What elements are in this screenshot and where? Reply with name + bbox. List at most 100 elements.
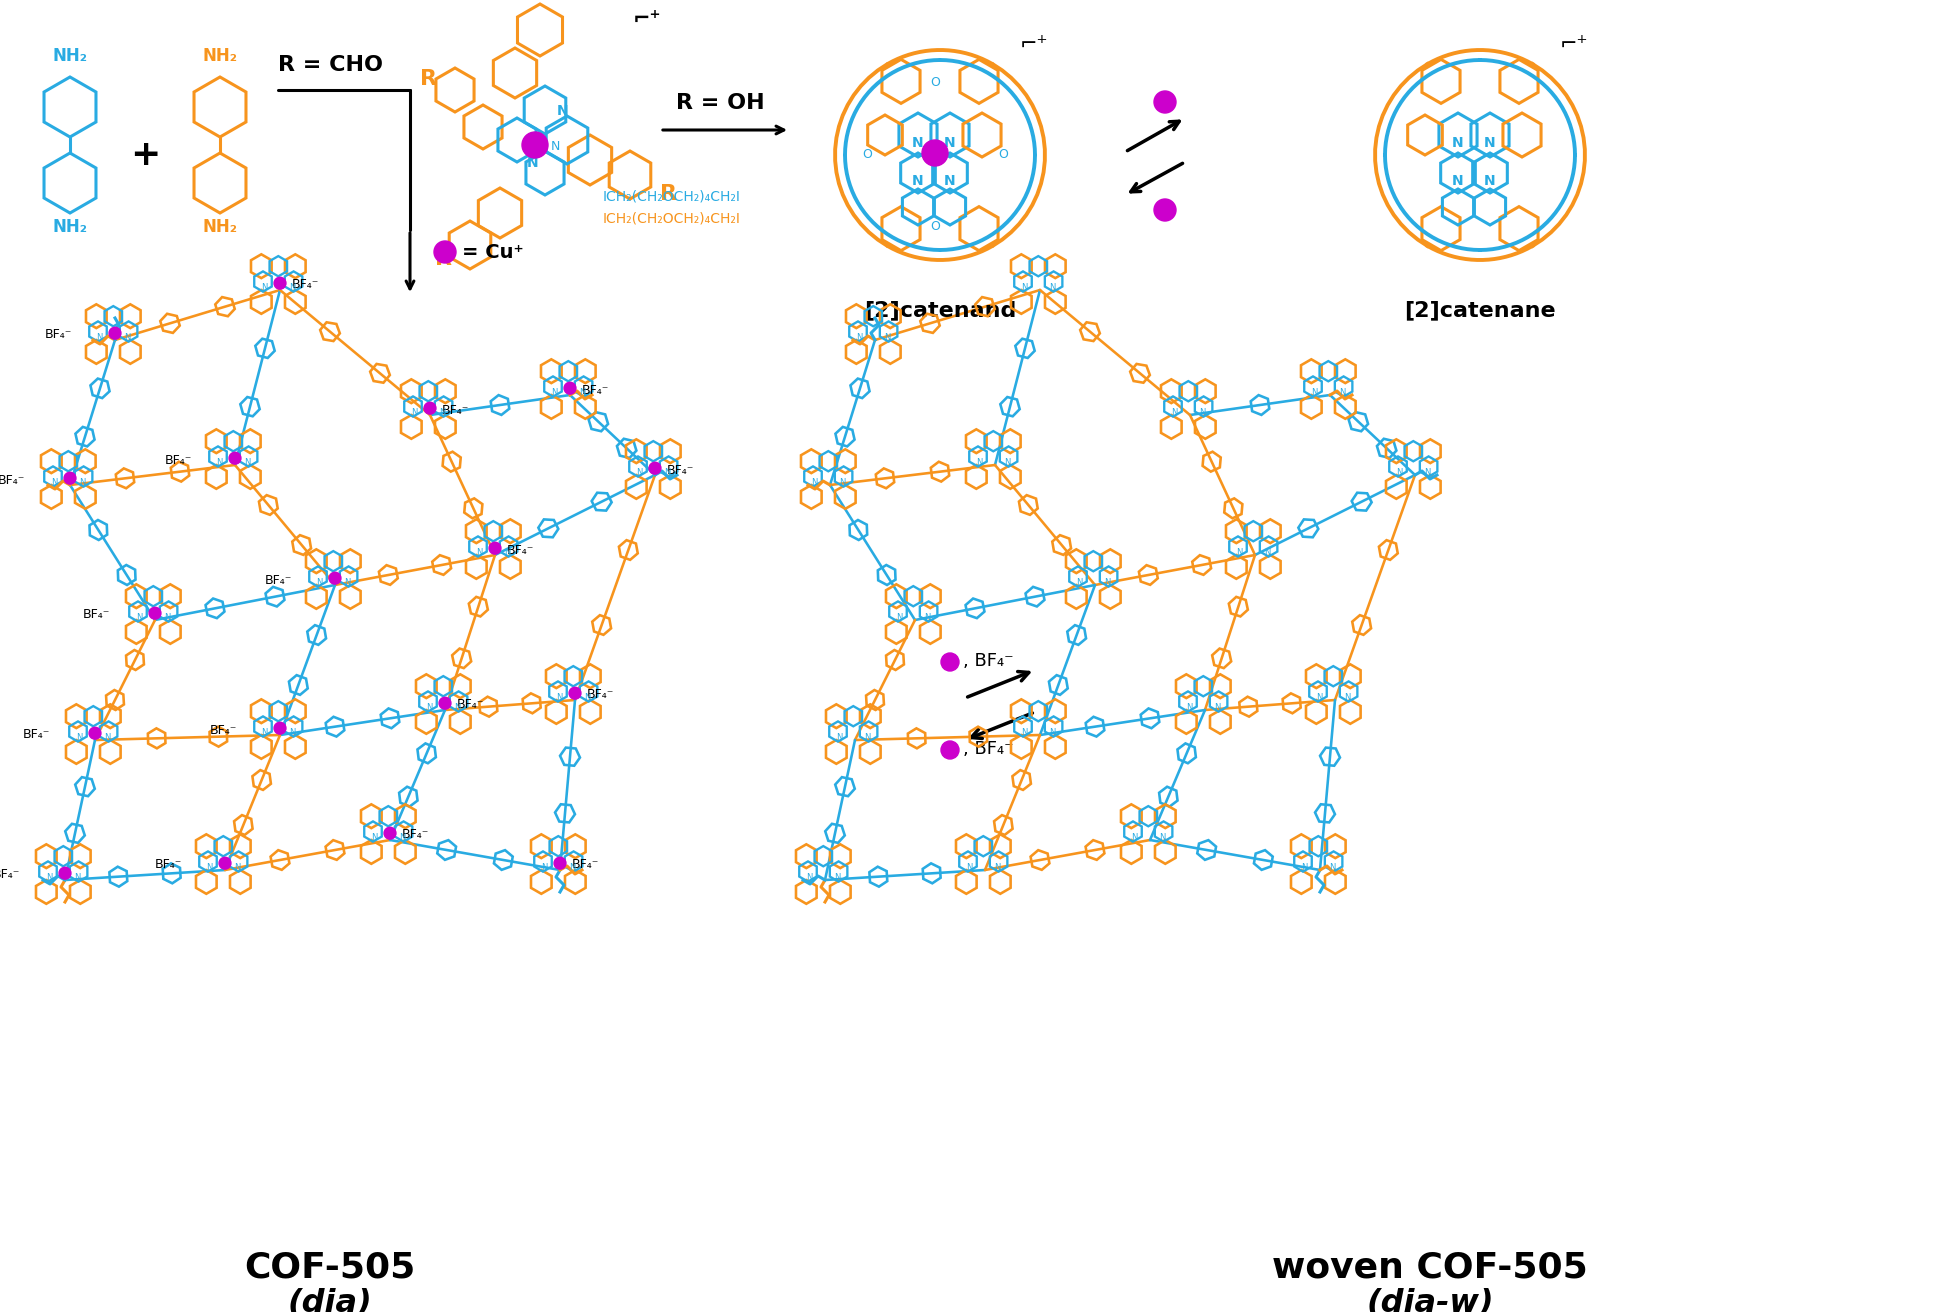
Text: N: N <box>164 613 170 622</box>
Circle shape <box>433 241 457 262</box>
Text: R: R <box>659 184 677 203</box>
Text: N: N <box>993 863 1001 872</box>
Text: R = OH: R = OH <box>675 93 765 113</box>
Text: N: N <box>583 693 589 702</box>
Text: N: N <box>289 283 295 293</box>
Text: N: N <box>1171 408 1178 417</box>
Text: N: N <box>455 703 460 712</box>
Text: N: N <box>837 733 843 743</box>
Text: N: N <box>1338 388 1344 398</box>
Text: BF₄⁻: BF₄⁻ <box>265 573 293 586</box>
Text: = Cu⁺: = Cu⁺ <box>462 243 523 261</box>
Text: NH₂: NH₂ <box>203 47 238 66</box>
Text: N: N <box>1022 283 1028 293</box>
Text: N: N <box>1050 728 1055 737</box>
Text: N: N <box>1198 408 1206 417</box>
Text: N: N <box>1317 693 1323 702</box>
Circle shape <box>554 857 566 869</box>
Text: N: N <box>1003 458 1011 467</box>
Text: N: N <box>1301 863 1307 872</box>
Text: BF₄⁻: BF₄⁻ <box>154 858 181 871</box>
Text: N: N <box>1214 703 1219 712</box>
Circle shape <box>523 133 548 157</box>
Text: N: N <box>51 478 59 487</box>
Text: N: N <box>913 136 925 150</box>
Circle shape <box>90 727 101 739</box>
Text: BF₄⁻: BF₄⁻ <box>572 858 599 871</box>
Text: N: N <box>966 863 974 872</box>
Text: N: N <box>579 388 585 398</box>
Text: N: N <box>1311 388 1317 398</box>
Text: N: N <box>1485 174 1496 188</box>
Text: N: N <box>1264 548 1270 558</box>
Text: N: N <box>552 388 558 398</box>
Circle shape <box>570 687 581 699</box>
Circle shape <box>273 277 287 289</box>
Text: , BF₄⁻: , BF₄⁻ <box>964 652 1015 670</box>
Text: N: N <box>1329 863 1334 872</box>
Text: N: N <box>207 863 213 872</box>
Text: N: N <box>864 733 870 743</box>
Text: N: N <box>1397 468 1403 478</box>
Text: N: N <box>806 872 814 882</box>
Text: N: N <box>1452 136 1463 150</box>
Text: N: N <box>1022 728 1028 737</box>
Text: BF₄⁻: BF₄⁻ <box>0 474 25 487</box>
Text: N: N <box>261 283 267 293</box>
Circle shape <box>273 722 287 735</box>
Text: NH₂: NH₂ <box>203 218 238 236</box>
Text: BF₄⁻: BF₄⁻ <box>457 698 484 711</box>
Text: N: N <box>427 703 433 712</box>
Text: N: N <box>244 458 250 467</box>
Text: N: N <box>503 548 509 558</box>
Circle shape <box>923 140 948 167</box>
Text: N: N <box>636 468 644 478</box>
Text: N: N <box>123 333 131 342</box>
Text: N: N <box>884 333 890 342</box>
Text: N: N <box>76 733 82 743</box>
Text: BF₄⁻: BF₄⁻ <box>293 278 320 291</box>
Text: N: N <box>398 833 406 842</box>
Circle shape <box>423 403 435 415</box>
Text: N: N <box>812 478 817 487</box>
Text: N: N <box>1424 468 1430 478</box>
Text: [2]catenand: [2]catenand <box>864 300 1016 320</box>
Circle shape <box>148 607 160 619</box>
Text: N: N <box>839 478 845 487</box>
Text: N: N <box>663 468 669 478</box>
Text: N: N <box>944 136 956 150</box>
Text: BF₄⁻: BF₄⁻ <box>166 454 193 467</box>
Text: (dia): (dia) <box>287 1288 373 1312</box>
Text: N: N <box>103 733 109 743</box>
Text: NH₂: NH₂ <box>53 47 88 66</box>
Text: +: + <box>131 138 160 172</box>
Text: O: O <box>862 148 872 161</box>
Text: BF₄⁻: BF₄⁻ <box>507 543 535 556</box>
Text: N: N <box>556 693 564 702</box>
Text: N: N <box>78 478 86 487</box>
Text: N: N <box>476 548 484 558</box>
Text: N: N <box>1104 579 1110 586</box>
Circle shape <box>1153 199 1176 220</box>
Text: N: N <box>316 579 322 586</box>
Text: ICH₂(CH₂OCH₂)₄CH₂I: ICH₂(CH₂OCH₂)₄CH₂I <box>603 189 741 203</box>
Text: N: N <box>47 872 53 882</box>
Text: BF₄⁻: BF₄⁻ <box>45 328 72 341</box>
Text: BF₄⁻: BF₄⁻ <box>402 828 429 841</box>
Text: COF-505: COF-505 <box>244 1250 416 1284</box>
Text: N: N <box>913 174 925 188</box>
Circle shape <box>330 572 341 584</box>
Text: N: N <box>550 140 560 154</box>
Text: N: N <box>527 156 538 171</box>
Text: BF₄⁻: BF₄⁻ <box>211 723 238 736</box>
Text: BF₄⁻: BF₄⁻ <box>581 383 609 396</box>
Text: N: N <box>1050 283 1055 293</box>
Text: R = CHO: R = CHO <box>277 55 382 75</box>
Text: BF₄⁻: BF₄⁻ <box>587 689 615 702</box>
Text: N: N <box>833 872 841 882</box>
Text: N: N <box>412 408 418 417</box>
Text: N: N <box>137 613 142 622</box>
Circle shape <box>384 828 396 840</box>
Circle shape <box>1153 91 1176 113</box>
Text: N: N <box>1237 548 1243 558</box>
